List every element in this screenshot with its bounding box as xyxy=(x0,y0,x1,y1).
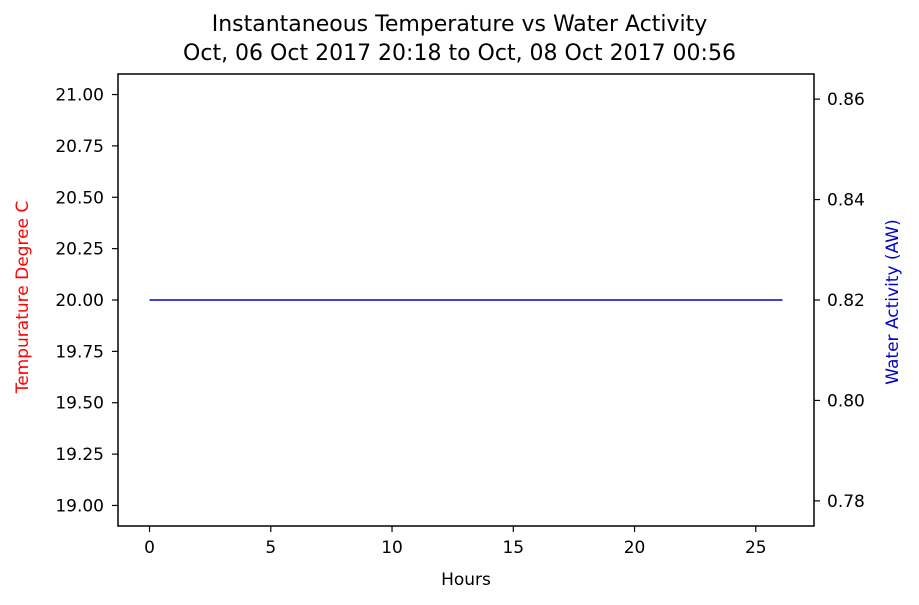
y-left-tick-label: 19.00 xyxy=(55,496,104,516)
chart-title: Instantaneous Temperature vs Water Activ… xyxy=(211,12,708,37)
y-right-axis-label: Water Activity (AW) xyxy=(883,219,903,384)
x-axis-label: Hours xyxy=(441,570,491,590)
y-right-tick-label: 0.80 xyxy=(827,391,865,411)
y-right-tick-label: 0.78 xyxy=(827,492,865,512)
y-right-tick-label: 0.84 xyxy=(827,191,865,211)
chart-subtitle: Oct, 06 Oct 2017 20:18 to Oct, 08 Oct 20… xyxy=(183,41,736,66)
y-left-tick-label: 19.25 xyxy=(55,445,104,465)
y-left-tick-label: 21.00 xyxy=(55,86,104,106)
x-tick-label: 20 xyxy=(624,538,646,558)
y-left-tick-label: 20.50 xyxy=(55,188,104,208)
x-tick-label: 15 xyxy=(502,538,524,558)
y-right-tick-label: 0.86 xyxy=(827,90,865,110)
x-tick-label: 25 xyxy=(745,538,767,558)
x-tick-label: 0 xyxy=(144,538,155,558)
x-tick-label: 10 xyxy=(381,538,403,558)
y-left-tick-label: 19.50 xyxy=(55,394,104,414)
y-right-tick-label: 0.82 xyxy=(827,291,865,311)
y-left-tick-label: 20.25 xyxy=(55,240,104,260)
y-left-axis-label: Tempurature Degree C xyxy=(13,201,33,395)
x-tick-label: 5 xyxy=(265,538,276,558)
y-left-tick-label: 20.00 xyxy=(55,291,104,311)
y-left-tick-label: 19.75 xyxy=(55,342,104,362)
y-left-tick-label: 20.75 xyxy=(55,137,104,157)
